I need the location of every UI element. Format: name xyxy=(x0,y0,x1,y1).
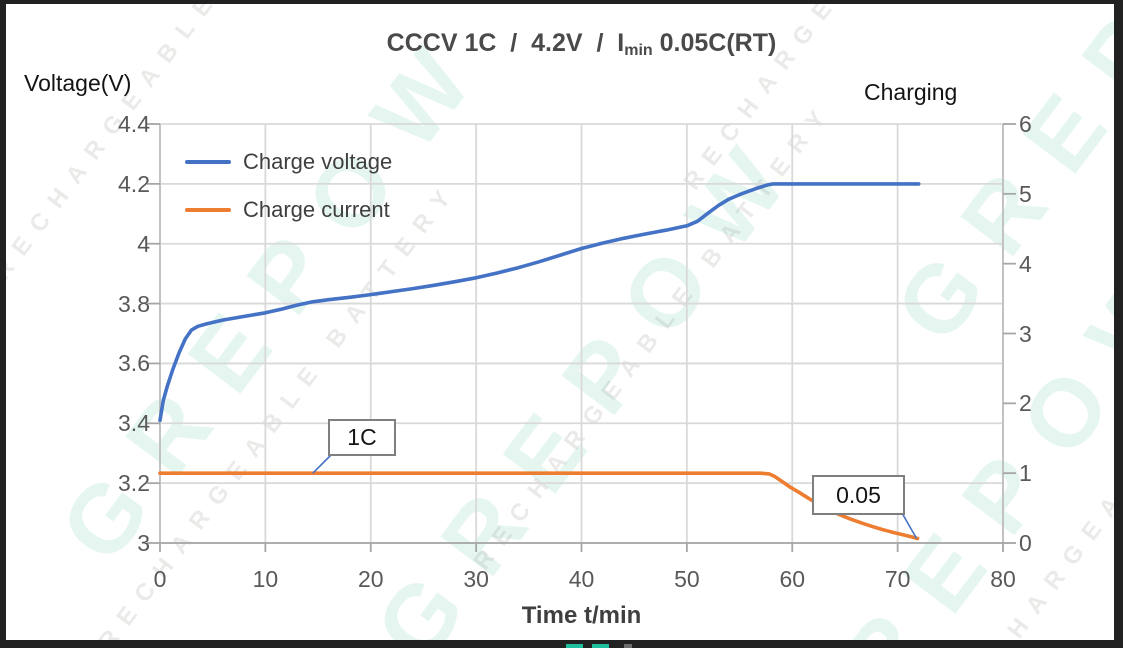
legend-item-charge-current: Charge current xyxy=(185,196,392,224)
left-axis-tick-label: 4.4 xyxy=(118,111,150,137)
x-axis-tick-label: 20 xyxy=(357,566,384,592)
left-axis-tick-label: 3.8 xyxy=(118,290,150,317)
x-axis-tick-label: 40 xyxy=(568,566,595,592)
left-axis-tick-label: 3 xyxy=(137,530,150,556)
x-axis-tick-label: 50 xyxy=(674,566,700,592)
annotation-box-0-05: 0.05 xyxy=(812,475,905,515)
x-axis-tick-label: 30 xyxy=(463,566,489,592)
right-axis-tick-label: 3 xyxy=(1019,320,1032,347)
right-axis-tick-label: 6 xyxy=(1019,111,1032,137)
left-axis-tick-label: 4 xyxy=(137,230,150,257)
legend-label-charge-voltage: Charge voltage xyxy=(243,149,393,174)
chart-title-subscript: min xyxy=(624,42,653,59)
right-axis-tick-label: 2 xyxy=(1019,390,1032,417)
bottom-logo-fragment xyxy=(592,644,609,648)
bottom-logo-fragment xyxy=(566,644,583,648)
x-axis-tick-label: 80 xyxy=(990,566,1016,592)
series-line-charge-current xyxy=(158,471,920,541)
left-axis-tick-label: 3.6 xyxy=(118,350,150,377)
x-axis-title: Time t/min xyxy=(521,602,642,629)
plot-line xyxy=(312,454,332,474)
left-axis-tick-label: 3.2 xyxy=(118,470,150,497)
annotation-label-0-05: 0.05 xyxy=(836,481,881,508)
frame-border-bottom xyxy=(0,640,1123,648)
plot-line xyxy=(901,512,918,539)
frame-border-top xyxy=(0,0,1123,4)
right-axis-tick-label: 1 xyxy=(1019,460,1032,487)
left-axis-tick-label: 3.4 xyxy=(118,410,150,437)
annotation-label-1c: 1C xyxy=(347,424,377,450)
legend: Charge voltage Charge current xyxy=(185,148,392,244)
x-axis-tick-label: 0 xyxy=(153,566,167,592)
chart-title-part1: CCCV 1C / 4.2V / I xyxy=(386,29,625,57)
annotation-box-1c: 1C xyxy=(328,419,396,456)
charge-current-line-swatch xyxy=(185,208,231,212)
legend-item-charge-voltage: Charge voltage xyxy=(185,148,392,176)
x-axis-tick-label: 10 xyxy=(252,566,279,592)
chart-title: CCCV 1C / 4.2V / Imin 0.05C(RT) xyxy=(160,29,1003,60)
right-axis-title: Charging xyxy=(864,79,958,105)
left-axis-title: Voltage(V) xyxy=(24,70,132,96)
right-axis-tick-label: 4 xyxy=(1019,250,1032,277)
right-axis-tick-label: 0 xyxy=(1019,530,1032,556)
bottom-logo-fragment xyxy=(624,644,632,648)
charge-voltage-line-swatch xyxy=(185,160,231,164)
x-axis-tick-label: 70 xyxy=(884,566,911,592)
legend-label-charge-current: Charge current xyxy=(243,197,390,222)
right-axis-tick-label: 5 xyxy=(1019,180,1032,207)
frame-border-right xyxy=(1114,0,1123,648)
frame-border-left xyxy=(0,0,6,648)
chart-title-part2: 0.05C(RT) xyxy=(652,29,777,57)
left-axis-tick-label: 4.2 xyxy=(118,170,150,197)
x-axis-tick-label: 60 xyxy=(779,566,806,592)
